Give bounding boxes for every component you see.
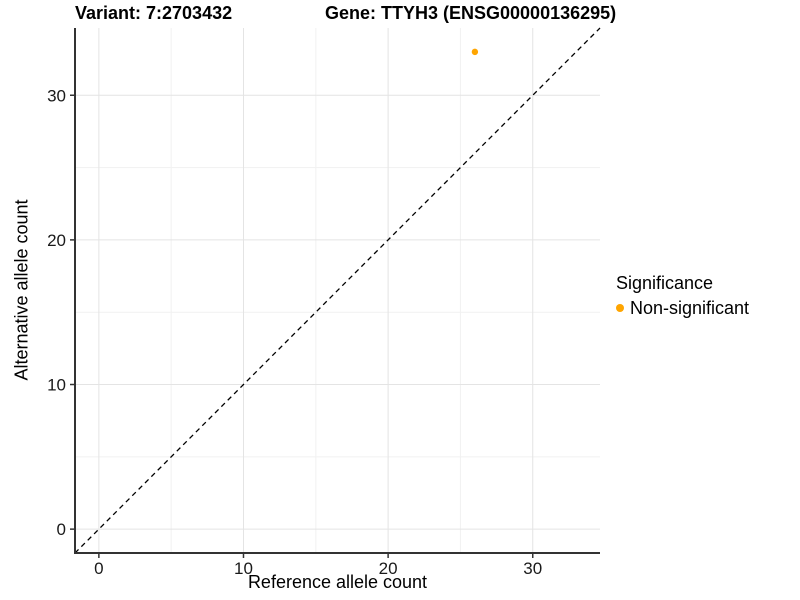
legend-swatch-dot-icon [616,304,624,313]
legend: Significance Non-significant [616,273,749,319]
y-tick-label: 30 [47,86,66,105]
x-tick-label: 0 [94,559,103,578]
data-point [471,48,479,56]
plot-title-variant: Variant: 7:2703432 [75,3,233,23]
x-tick-label: 10 [234,559,253,578]
y-tick-label: 10 [47,376,66,395]
x-tick-label: 30 [523,559,542,578]
y-axis-title: Alternative allele count [11,199,32,381]
x-axis-title: Reference allele count [247,572,428,592]
plot-title-gene: Gene: TTYH3 (ENSG00000136295) [325,3,617,23]
x-tick-label: 20 [379,559,398,578]
legend-item-label: Non-significant [630,297,750,318]
y-tick-label: 20 [47,231,66,250]
identity-reference-line [74,27,601,554]
legend-item: Non-significant [616,298,749,320]
y-tick-label: 0 [57,520,66,539]
legend-title: Significance [616,273,714,293]
